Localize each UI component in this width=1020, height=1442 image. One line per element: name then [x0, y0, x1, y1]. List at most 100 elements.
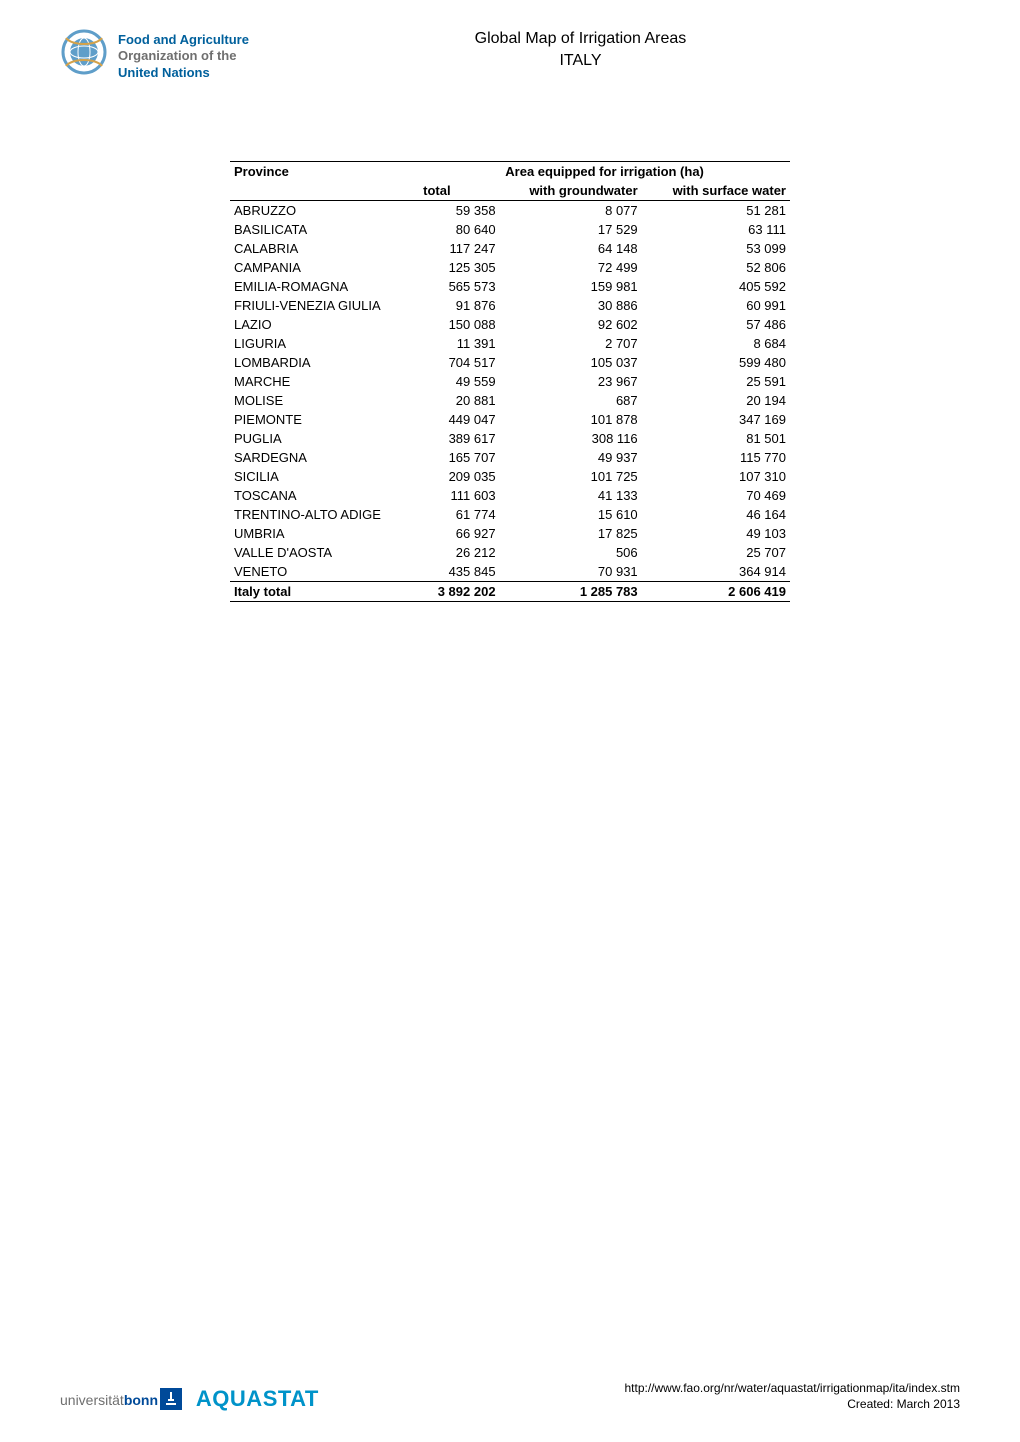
- footer-url: http://www.fao.org/nr/water/aquastat/irr…: [625, 1380, 961, 1396]
- table-cell: TOSCANA: [230, 486, 419, 505]
- table-cell: LAZIO: [230, 315, 419, 334]
- irrigation-table: Province Area equipped for irrigation (h…: [230, 161, 790, 602]
- table-row: PIEMONTE449 047101 878347 169: [230, 410, 790, 429]
- table-cell: 70 469: [642, 486, 790, 505]
- footer-right: http://www.fao.org/nr/water/aquastat/irr…: [625, 1380, 961, 1412]
- table-cell: 60 991: [642, 296, 790, 315]
- table-cell: 20 194: [642, 391, 790, 410]
- col-surface-water: with surface water: [642, 181, 790, 201]
- table-cell: 101 878: [500, 410, 642, 429]
- table-cell: 8 077: [500, 200, 642, 220]
- fao-line3: United Nations: [118, 65, 249, 81]
- table-cell: 91 876: [419, 296, 499, 315]
- table-cell: 308 116: [500, 429, 642, 448]
- table-cell: 92 602: [500, 315, 642, 334]
- table-cell: 11 391: [419, 334, 499, 353]
- table-cell: ABRUZZO: [230, 200, 419, 220]
- footer-created: Created: March 2013: [625, 1396, 961, 1412]
- table-row: PUGLIA389 617308 11681 501: [230, 429, 790, 448]
- table-cell: 2 606 419: [642, 581, 790, 601]
- table-cell: LOMBARDIA: [230, 353, 419, 372]
- table-cell: 80 640: [419, 220, 499, 239]
- table-cell: 101 725: [500, 467, 642, 486]
- table-row: LOMBARDIA704 517105 037599 480: [230, 353, 790, 372]
- col-area-span: Area equipped for irrigation (ha): [419, 161, 790, 181]
- title-line1: Global Map of Irrigation Areas: [259, 28, 902, 50]
- table-body: ABRUZZO59 3588 07751 281BASILICATA80 640…: [230, 200, 790, 601]
- table-cell: 53 099: [642, 239, 790, 258]
- table-cell: 8 684: [642, 334, 790, 353]
- table-row: CALABRIA117 24764 14853 099: [230, 239, 790, 258]
- table-cell: VALLE D'AOSTA: [230, 543, 419, 562]
- table-cell: Italy total: [230, 581, 419, 601]
- table-cell: 49 937: [500, 448, 642, 467]
- page-title: Global Map of Irrigation Areas ITALY: [259, 28, 902, 71]
- table-cell: 20 881: [419, 391, 499, 410]
- footer-left: universitätbonn AQUASTAT: [60, 1386, 319, 1412]
- table-cell: 449 047: [419, 410, 499, 429]
- table-cell: 25 707: [642, 543, 790, 562]
- table-row: MOLISE20 88168720 194: [230, 391, 790, 410]
- table-cell: 72 499: [500, 258, 642, 277]
- col-groundwater: with groundwater: [500, 181, 642, 201]
- table-cell: 17 529: [500, 220, 642, 239]
- table-cell: 3 892 202: [419, 581, 499, 601]
- table-cell: 687: [500, 391, 642, 410]
- table-cell: 117 247: [419, 239, 499, 258]
- table-cell: VENETO: [230, 562, 419, 582]
- table-cell: 150 088: [419, 315, 499, 334]
- table-cell: SARDEGNA: [230, 448, 419, 467]
- table-cell: 159 981: [500, 277, 642, 296]
- table-cell: 115 770: [642, 448, 790, 467]
- table-cell: TRENTINO-ALTO ADIGE: [230, 505, 419, 524]
- table-cell: 2 707: [500, 334, 642, 353]
- table-row: SARDEGNA165 70749 937115 770: [230, 448, 790, 467]
- table-cell: 364 914: [642, 562, 790, 582]
- table-cell: 46 164: [642, 505, 790, 524]
- table-row: SICILIA209 035101 725107 310: [230, 467, 790, 486]
- table-cell: 63 111: [642, 220, 790, 239]
- table-row: VALLE D'AOSTA26 21250625 707: [230, 543, 790, 562]
- table-cell: 25 591: [642, 372, 790, 391]
- table-cell: 23 967: [500, 372, 642, 391]
- table-cell: 1 285 783: [500, 581, 642, 601]
- table-row: ABRUZZO59 3588 07751 281: [230, 200, 790, 220]
- table-cell: UMBRIA: [230, 524, 419, 543]
- table-cell: 30 886: [500, 296, 642, 315]
- table-cell: 704 517: [419, 353, 499, 372]
- table-cell: 52 806: [642, 258, 790, 277]
- table-row: CAMPANIA125 30572 49952 806: [230, 258, 790, 277]
- table-cell: 70 931: [500, 562, 642, 582]
- fao-line1: Food and Agriculture: [118, 32, 249, 48]
- table-cell: 49 559: [419, 372, 499, 391]
- table-cell: 347 169: [642, 410, 790, 429]
- table-cell: LIGURIA: [230, 334, 419, 353]
- title-line2: ITALY: [259, 50, 902, 72]
- table-cell: EMILIA-ROMAGNA: [230, 277, 419, 296]
- table-cell: 125 305: [419, 258, 499, 277]
- table-row: UMBRIA66 92717 82549 103: [230, 524, 790, 543]
- table-cell: CALABRIA: [230, 239, 419, 258]
- table-row: LAZIO150 08892 60257 486: [230, 315, 790, 334]
- table-cell: 61 774: [419, 505, 499, 524]
- table-cell: CAMPANIA: [230, 258, 419, 277]
- table-cell: 111 603: [419, 486, 499, 505]
- table-cell: 59 358: [419, 200, 499, 220]
- col-total: total: [419, 181, 499, 201]
- table-cell: 405 592: [642, 277, 790, 296]
- table-cell: 81 501: [642, 429, 790, 448]
- footer: universitätbonn AQUASTAT http://www.fao.…: [60, 1380, 960, 1412]
- table-row: TOSCANA111 60341 13370 469: [230, 486, 790, 505]
- table-cell: 57 486: [642, 315, 790, 334]
- table-cell: 209 035: [419, 467, 499, 486]
- fao-logo-icon: [60, 28, 108, 79]
- table-cell: 51 281: [642, 200, 790, 220]
- ubonn-gray: universität: [60, 1392, 124, 1408]
- table-cell: 64 148: [500, 239, 642, 258]
- fao-org-name: Food and Agriculture Organization of the…: [118, 32, 249, 81]
- table-cell: 599 480: [642, 353, 790, 372]
- header: Food and Agriculture Organization of the…: [60, 28, 960, 81]
- aquastat-logo: AQUASTAT: [196, 1386, 319, 1412]
- table-cell: MARCHE: [230, 372, 419, 391]
- page: Food and Agriculture Organization of the…: [0, 0, 1020, 1442]
